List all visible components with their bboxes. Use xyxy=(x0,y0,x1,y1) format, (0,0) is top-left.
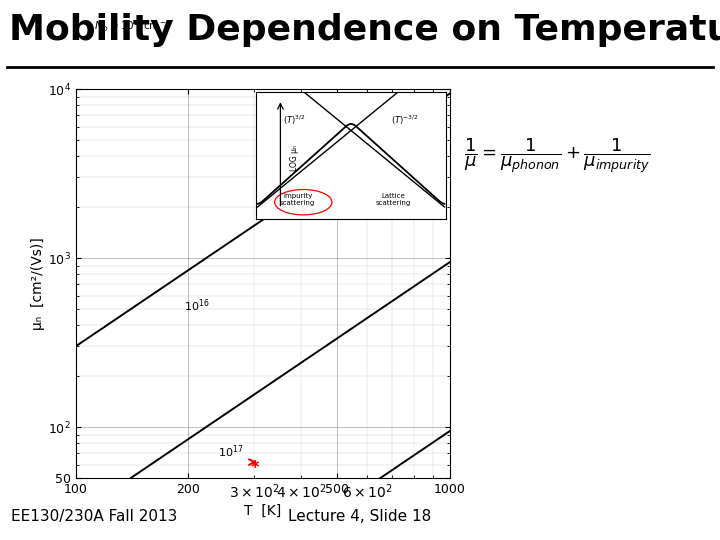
Text: $10^{17}$: $10^{17}$ xyxy=(218,444,243,460)
Text: Lecture 4, Slide 18: Lecture 4, Slide 18 xyxy=(289,509,431,524)
Text: $(T)^{-3/2}$: $(T)^{-3/2}$ xyxy=(391,113,418,126)
Text: $\dfrac{1}{\mu} = \dfrac{1}{\mu_{phonon}} + \dfrac{1}{\mu_{impurity}}$: $\dfrac{1}{\mu} = \dfrac{1}{\mu_{phonon}… xyxy=(464,136,650,174)
X-axis label: T  [K]: T [K] xyxy=(244,504,282,518)
Text: LOG μₙ: LOG μₙ xyxy=(290,145,299,171)
Text: $\mathbf{\ast}$: $\mathbf{\ast}$ xyxy=(248,458,260,471)
Text: $10^{16}$: $10^{16}$ xyxy=(184,297,210,314)
Text: Impurity
scattering: Impurity scattering xyxy=(280,193,315,206)
Text: EE130/230A Fall 2013: EE130/230A Fall 2013 xyxy=(11,509,177,524)
Text: Lattice
scattering: Lattice scattering xyxy=(375,193,410,206)
Text: $N_\mathrm{D}=10^{14}$cm$^{-3}$: $N_\mathrm{D}=10^{14}$cm$^{-3}$ xyxy=(94,18,171,34)
Text: $(T)^{3/2}$: $(T)^{3/2}$ xyxy=(282,113,305,126)
Y-axis label: μₙ  [cm²/(Vs)]: μₙ [cm²/(Vs)] xyxy=(31,237,45,330)
Text: Mobility Dependence on Temperature: Mobility Dependence on Temperature xyxy=(9,12,720,46)
